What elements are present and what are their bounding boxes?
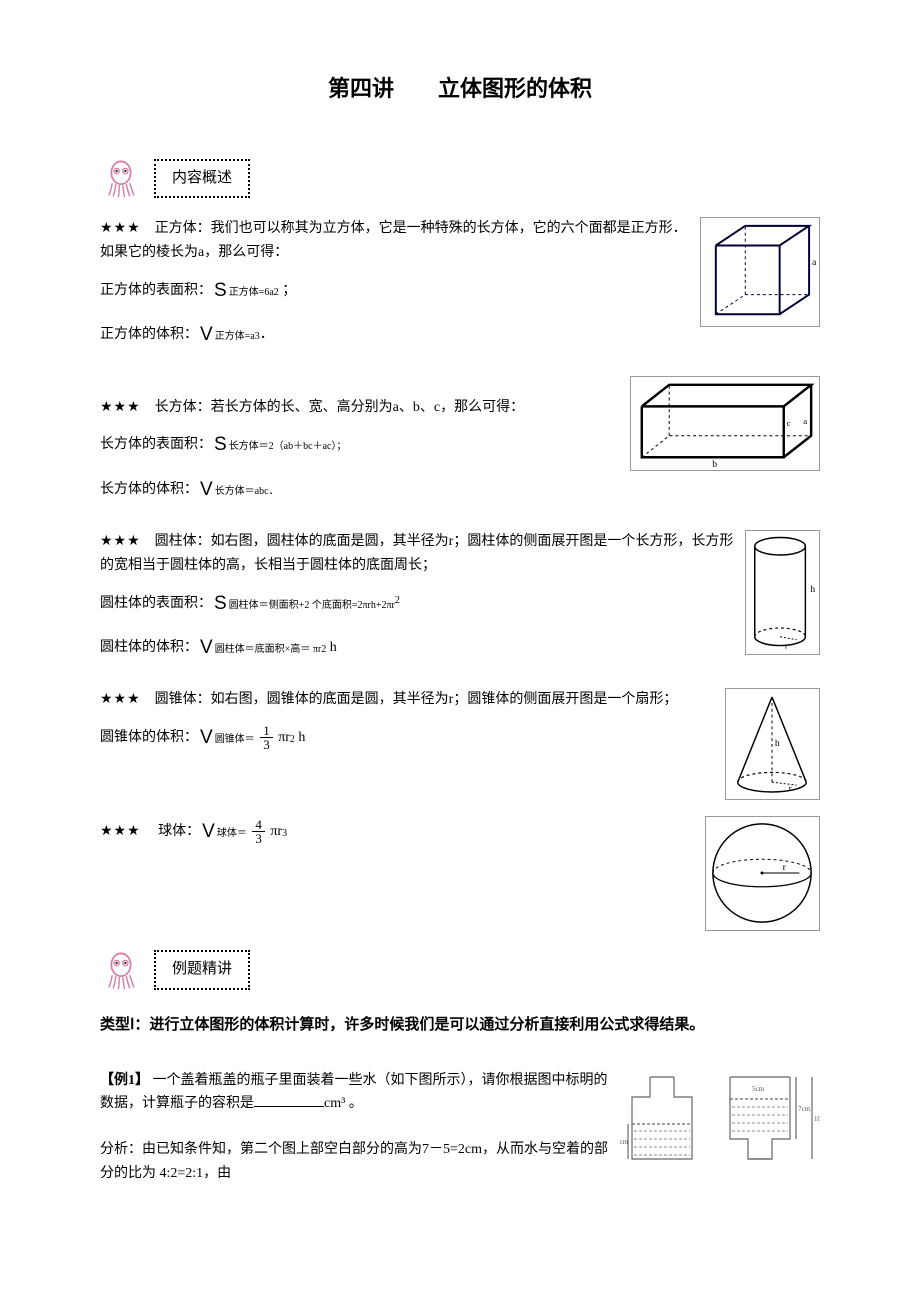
- symbol-S: S: [214, 280, 227, 301]
- svg-text:4cm: 4cm: [620, 1138, 629, 1146]
- figure-cone: h r: [725, 688, 820, 800]
- block-sphere: r ★★★ 球体：V球体＝ 43 πr3: [100, 816, 820, 935]
- figure-bottles: 4cm 7cm 5cm 10: [620, 1069, 820, 1169]
- block-cube: a ★★★正方体：我们也可以称其为立方体，它是一种特殊的长方体，它的六个面都是正…: [100, 217, 820, 363]
- cube-surface-sub: 正方体=6a: [229, 287, 274, 298]
- cube-surface-exp: 2: [274, 287, 279, 298]
- cylinder-intro-text: 圆柱体：如右图，圆柱体的底面是圆，其半径为r；圆柱体的侧面展开图是一个长方形，长…: [100, 534, 733, 573]
- figure-cube: a: [700, 217, 820, 327]
- svg-text:10: 10: [814, 1115, 820, 1123]
- stars: ★★★: [100, 534, 141, 549]
- svg-text:r: r: [789, 783, 792, 793]
- symbol-V: V: [200, 324, 213, 345]
- cylinder-intro: ★★★圆柱体：如右图，圆柱体的底面是圆，其半径为r；圆柱体的侧面展开图是一个长方…: [100, 530, 820, 578]
- block-cone: h r ★★★ 圆锥体：如右图，圆锥体的底面是圆，其半径为r；圆锥体的侧面展开图是…: [100, 688, 820, 804]
- stars: ★★★: [100, 400, 141, 415]
- fraction: 43: [252, 818, 265, 845]
- section-header-examples: 例题精讲: [100, 949, 820, 991]
- cylinder-surface-label: 圆柱体的表面积：: [100, 596, 212, 611]
- frac-den: 3: [260, 738, 273, 751]
- frac-num: 1: [260, 724, 273, 738]
- cuboid-volume-label: 长方体的体积：: [100, 482, 198, 497]
- cone-volume-sub: 圆锥体＝: [215, 734, 255, 745]
- block-cuboid: a c b ★★★ 长方体：若长方体的长、宽、高分别为a、b、c，那么可得： 长方…: [100, 376, 820, 518]
- cylinder-volume-label: 圆柱体的体积：: [100, 640, 198, 655]
- svg-text:7cm: 7cm: [798, 1105, 811, 1113]
- cube-volume-label: 正方体的体积：: [100, 327, 198, 342]
- cube-volume-exp: 3: [255, 331, 260, 342]
- svg-text:h: h: [775, 738, 780, 749]
- sphere-exp: 3: [282, 828, 287, 839]
- stars: ★★★: [100, 824, 141, 839]
- cylinder-surface-sub: 圆柱体＝侧面积+2 个底面积=2πrh+2πr: [229, 600, 395, 611]
- svg-text:b: b: [712, 459, 717, 470]
- cuboid-volume: 长方体的体积：V长方体＝abc．: [100, 474, 820, 506]
- cuboid-surface-label: 长方体的表面积：: [100, 437, 212, 452]
- sphere-sub: 球体＝: [217, 828, 247, 839]
- stars: ★★★: [100, 692, 141, 707]
- svg-text:a: a: [812, 258, 817, 269]
- symbol-V: V: [200, 479, 213, 500]
- stars: ★★★: [100, 221, 141, 236]
- block-example1: 4cm 7cm 5cm 10 【例1】 一个盖着瓶盖的瓶子里面装着一些水（如下图…: [100, 1069, 820, 1196]
- cube-surface-label: 正方体的表面积：: [100, 283, 212, 298]
- type1-heading: 类型Ⅰ：进行立体图形的体积计算时，许多时候我们是可以通过分析直接利用公式求得结果…: [100, 1013, 820, 1039]
- cylinder-surface: 圆柱体的表面积：S圆柱体＝侧面积+2 个底面积=2πrh+2πr2: [100, 588, 820, 620]
- squid-icon: [100, 949, 142, 991]
- section-header-overview: 内容概述: [100, 157, 820, 199]
- fraction: 13: [260, 724, 273, 751]
- figure-sphere: r: [705, 816, 820, 931]
- cone-intro: ★★★ 圆锥体：如右图，圆锥体的底面是圆，其半径为r；圆锥体的侧面展开图是一个扇形…: [100, 688, 820, 712]
- squid-icon: [100, 157, 142, 199]
- section-label-examples: 例题精讲: [154, 950, 250, 990]
- svg-text:5cm: 5cm: [752, 1085, 765, 1093]
- cylinder-volume: 圆柱体的体积：V圆柱体＝底面积×高＝ πr2 h: [100, 632, 820, 664]
- cone-volume-label: 圆锥体的体积：: [100, 730, 198, 745]
- symbol-V: V: [200, 637, 213, 658]
- cuboid-intro-text: 长方体：若长方体的长、宽、高分别为a、b、c，那么可得：: [155, 400, 524, 415]
- cuboid-surface-sub: 长方体＝2（ab＋bc＋ac）；: [229, 441, 347, 452]
- block-cylinder: r h ★★★圆柱体：如右图，圆柱体的底面是圆，其半径为r；圆柱体的侧面展开图是…: [100, 530, 820, 676]
- cube-volume-sub: 正方体=a: [215, 331, 255, 342]
- cube-intro-text: 正方体：我们也可以称其为立方体，它是一种特殊的长方体，它的六个面都是正方形．如果…: [100, 221, 687, 260]
- cone-volume: 圆锥体的体积：V圆锥体＝ 13 πr2 h: [100, 722, 820, 754]
- example-tag: 【例1】: [100, 1073, 149, 1088]
- cone-volume-tail2: h: [295, 730, 306, 745]
- sphere-tail: πr: [270, 824, 282, 839]
- example1-unit: cm³ 。: [324, 1096, 363, 1111]
- svg-text:a: a: [803, 416, 807, 426]
- page-title: 第四讲 立体图形的体积: [100, 70, 820, 107]
- frac-num: 4: [252, 818, 265, 832]
- svg-text:r: r: [783, 862, 787, 873]
- blank-line: [254, 1093, 324, 1107]
- figure-cylinder: r h: [745, 530, 820, 655]
- symbol-V: V: [202, 821, 215, 842]
- symbol-S: S: [214, 593, 227, 614]
- svg-text:r: r: [785, 640, 788, 650]
- frac-den: 3: [252, 832, 265, 845]
- cylinder-volume-tail: h: [326, 640, 337, 655]
- svg-text:c: c: [787, 418, 791, 428]
- cylinder-volume-sub: 圆柱体＝底面积×高＝ πr: [215, 644, 322, 655]
- cone-volume-tail: πr: [278, 730, 290, 745]
- svg-text:h: h: [810, 584, 815, 595]
- section-label-overview: 内容概述: [154, 159, 250, 199]
- sphere-label: 球体：: [158, 824, 200, 839]
- cylinder-surface-exp: 2: [395, 595, 400, 606]
- cone-intro-text: 圆锥体：如右图，圆锥体的底面是圆，其半径为r；圆锥体的侧面展开图是一个扇形；: [155, 692, 678, 707]
- cuboid-volume-sub: 长方体＝abc．: [215, 486, 279, 497]
- symbol-S: S: [214, 434, 227, 455]
- symbol-V: V: [200, 727, 213, 748]
- figure-cuboid: a c b: [630, 376, 820, 471]
